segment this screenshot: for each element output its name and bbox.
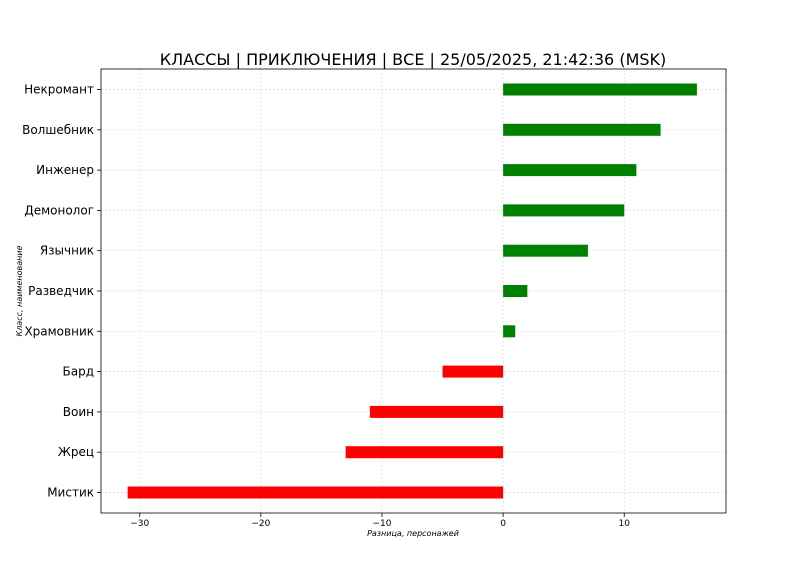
bar (503, 285, 528, 297)
category-label: Некромант (24, 83, 94, 97)
chart-title: КЛАССЫ | ПРИКЛЮЧЕНИЯ | ВСЕ | 25/05/2025,… (160, 50, 667, 69)
x-axis-label: Разница, персонажей (367, 529, 459, 538)
x-tick-label: 0 (500, 519, 506, 529)
bar (503, 123, 661, 136)
bar (503, 164, 637, 177)
category-label: Бард (63, 365, 95, 379)
bar (127, 486, 504, 499)
bar (503, 244, 588, 257)
category-label: Демонолог (24, 203, 94, 217)
x-axis: −30 −20 −10 0 10 (130, 513, 630, 529)
category-label: Инженер (36, 163, 94, 177)
bar (369, 405, 504, 418)
x-tick-label: −10 (373, 519, 392, 529)
bar (442, 365, 504, 378)
category-label: Волшебник (22, 123, 94, 137)
x-tick-label: −30 (130, 519, 149, 529)
x-tick-label: 10 (619, 519, 631, 529)
category-label: Разведчик (28, 284, 94, 298)
category-label: Храмовник (24, 324, 94, 338)
bar (503, 325, 516, 338)
bar (503, 204, 625, 217)
x-tick-label: −20 (251, 519, 270, 529)
bar (503, 83, 697, 96)
bars (127, 83, 697, 499)
category-label: Жрец (58, 445, 94, 459)
y-axis: Некромант Волшебник Инженер Демонолог Язычни… (22, 83, 101, 500)
category-label: Воин (63, 405, 94, 419)
y-axis-label: Класс, наименование (15, 245, 24, 336)
category-label: Мистик (47, 486, 94, 500)
bar (345, 446, 504, 459)
category-label: Язычник (40, 244, 94, 258)
